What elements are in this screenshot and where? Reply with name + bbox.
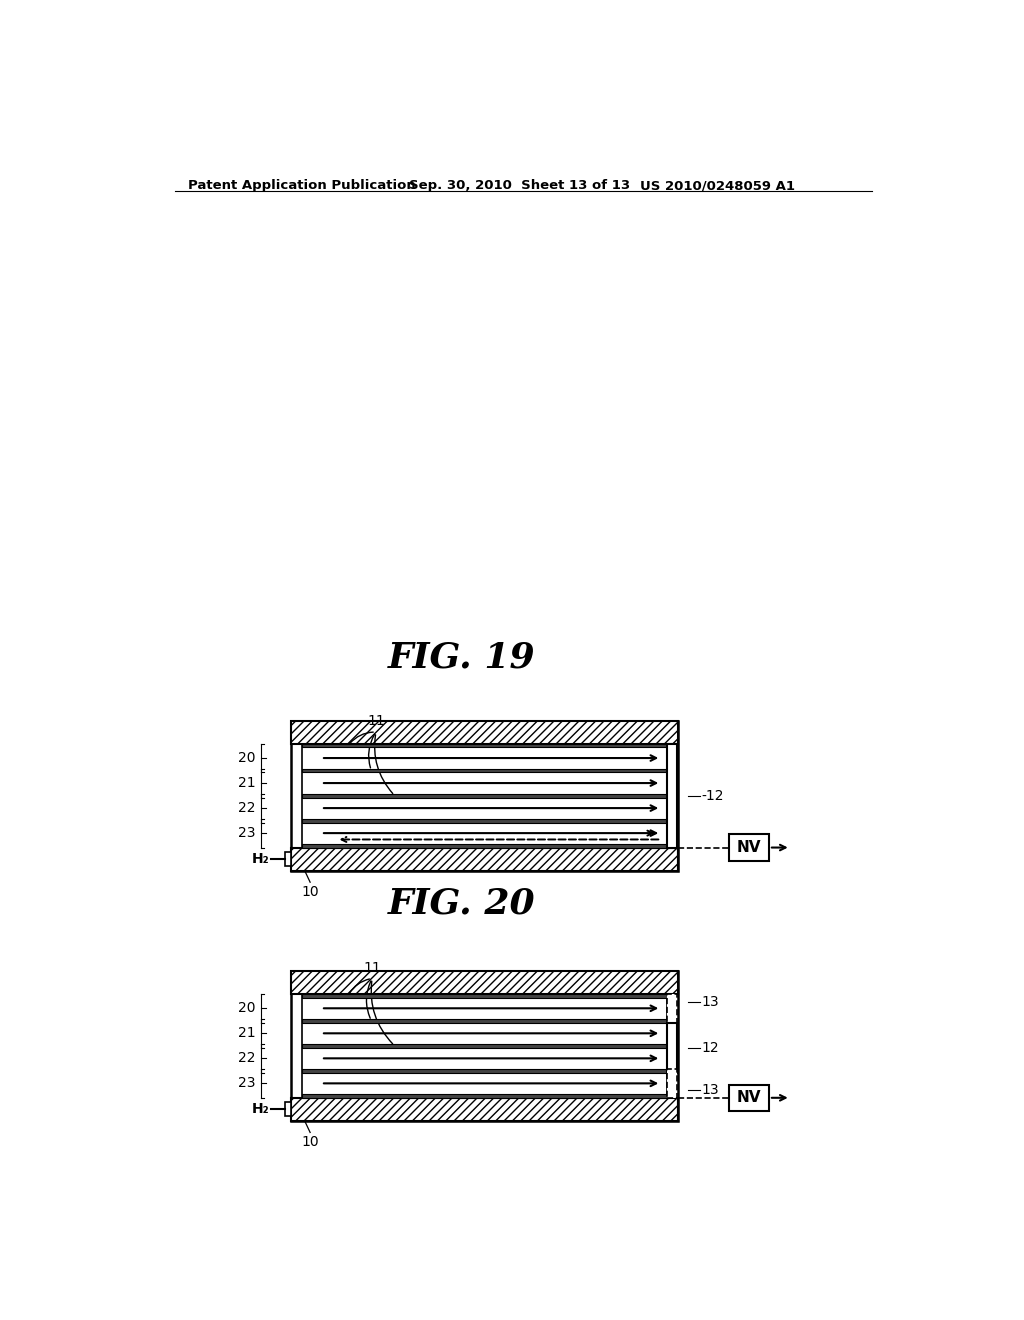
- Text: US 2010/0248059 A1: US 2010/0248059 A1: [640, 180, 795, 193]
- Bar: [302, 843, 668, 847]
- Text: 20: 20: [239, 1002, 256, 1015]
- Text: 13: 13: [701, 1082, 719, 1097]
- Text: FIG. 20: FIG. 20: [387, 887, 536, 921]
- Text: 11: 11: [368, 714, 385, 729]
- Bar: [291, 721, 678, 743]
- Bar: [302, 994, 668, 998]
- Bar: [291, 847, 678, 871]
- Bar: [291, 970, 678, 1121]
- Bar: [285, 1102, 291, 1117]
- Bar: [302, 743, 668, 747]
- Bar: [729, 834, 769, 861]
- Bar: [302, 818, 668, 822]
- Text: -12: -12: [701, 788, 724, 803]
- Text: 10: 10: [301, 1135, 318, 1148]
- Bar: [291, 970, 678, 994]
- Text: 22: 22: [239, 1051, 256, 1065]
- Bar: [668, 1069, 677, 1098]
- Bar: [291, 721, 678, 871]
- Text: 12: 12: [701, 1040, 719, 1055]
- Text: FIG. 19: FIG. 19: [387, 640, 536, 675]
- Text: 10: 10: [301, 884, 318, 899]
- Text: Patent Application Publication: Patent Application Publication: [188, 180, 416, 193]
- Text: 13: 13: [701, 995, 719, 1008]
- Bar: [302, 793, 668, 797]
- Text: H₂: H₂: [252, 853, 269, 866]
- Text: H₂: H₂: [252, 1102, 269, 1117]
- Bar: [302, 1019, 668, 1023]
- Text: NV: NV: [736, 840, 761, 855]
- Bar: [302, 1044, 668, 1048]
- Bar: [302, 994, 668, 1098]
- Text: 23: 23: [239, 826, 256, 840]
- Text: 23: 23: [239, 1076, 256, 1090]
- Text: 21: 21: [239, 1027, 256, 1040]
- Bar: [302, 768, 668, 772]
- Text: Sep. 30, 2010  Sheet 13 of 13: Sep. 30, 2010 Sheet 13 of 13: [410, 180, 631, 193]
- Text: NV: NV: [736, 1090, 761, 1105]
- Bar: [302, 743, 668, 847]
- Bar: [285, 853, 291, 866]
- Text: 22: 22: [239, 801, 256, 814]
- Bar: [302, 1069, 668, 1073]
- Bar: [729, 1085, 769, 1111]
- Text: 21: 21: [239, 776, 256, 791]
- Bar: [668, 743, 677, 847]
- Text: 20: 20: [239, 751, 256, 766]
- Bar: [291, 1098, 678, 1121]
- Bar: [668, 1023, 677, 1073]
- Text: 11: 11: [364, 961, 381, 974]
- Bar: [302, 1094, 668, 1098]
- Bar: [668, 994, 677, 1023]
